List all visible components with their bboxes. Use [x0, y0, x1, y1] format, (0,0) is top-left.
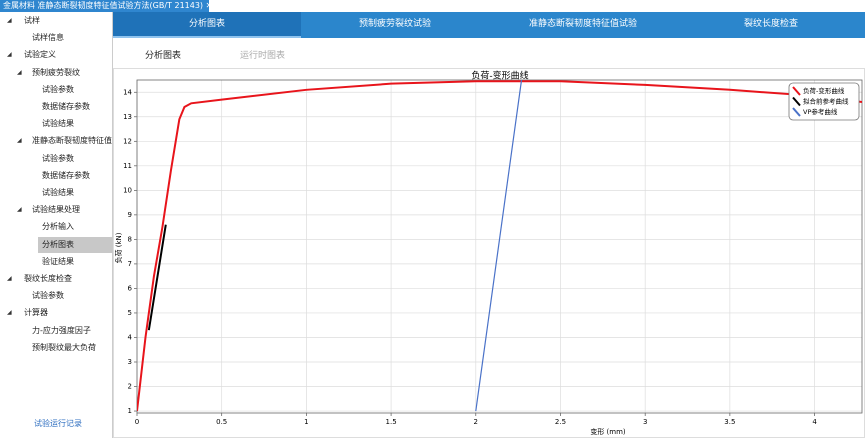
tree-item[interactable]: 预制裂纹最大负荷 — [32, 342, 96, 352]
y-tick-label: 4 — [128, 333, 133, 341]
x-tick-label: 4 — [812, 418, 817, 426]
y-tick-label: 12 — [123, 137, 132, 145]
tree-item[interactable]: 数据储存参数 — [42, 102, 90, 111]
subtab[interactable]: 运行时图表 — [240, 51, 286, 61]
y-tick-label: 1 — [128, 407, 132, 415]
tab[interactable]: 分析图表 — [113, 12, 301, 38]
x-tick-label: 2 — [474, 418, 478, 426]
y-tick-label: 3 — [128, 358, 132, 366]
chart-frame — [113, 68, 865, 438]
y-tick-label: 8 — [128, 235, 132, 243]
expand-icon[interactable]: ◢ — [7, 51, 12, 59]
legend-label: VP参考曲线 — [803, 107, 838, 116]
x-tick-label: 0.5 — [216, 418, 227, 426]
legend-label: 拟合前参考曲线 — [803, 97, 849, 106]
y-tick-label: 10 — [123, 186, 132, 194]
tree-item[interactable]: 试验结果 — [42, 188, 74, 197]
y-tick-label: 13 — [123, 113, 132, 121]
tree-item[interactable]: 试验定义 — [24, 50, 56, 60]
expand-icon[interactable]: ◢ — [7, 275, 12, 282]
y-tick-label: 14 — [123, 88, 132, 96]
tree-item[interactable]: 裂纹长度检查 — [24, 274, 72, 283]
series-line — [147, 224, 167, 331]
x-axis-label: 变形 (mm) — [590, 427, 626, 436]
legend-swatch — [792, 107, 801, 117]
legend-label: 负荷-变形曲线 — [803, 86, 845, 95]
legend-box — [788, 82, 860, 121]
series-line — [137, 80, 862, 412]
y-tick-label: 2 — [128, 383, 132, 391]
series-line — [475, 79, 523, 412]
expand-icon[interactable]: ◢ — [17, 206, 22, 214]
tree-item[interactable]: 分析输入 — [42, 222, 74, 232]
tab-bar: 分析图表 预制疲劳裂纹试验 准静态断裂韧度特征值试验 裂纹长度检查 — [113, 12, 865, 38]
chart-title: 负荷-变形曲线 — [471, 70, 528, 82]
subtab[interactable]: 分析图表 — [145, 51, 182, 61]
tree-item[interactable]: 分析图表 — [38, 236, 116, 253]
tree-item[interactable]: 计算器 — [24, 308, 48, 318]
y-tick-label: 7 — [128, 260, 132, 268]
tree-item[interactable]: 数据储存参数 — [42, 170, 90, 180]
y-tick-label: 5 — [128, 309, 132, 317]
y-axis-label: 负荷 (kN) — [114, 232, 123, 263]
tree-item[interactable]: 准静态断裂韧度特征值 — [32, 136, 112, 146]
x-tick-label: 2.5 — [555, 418, 566, 426]
chart: 负荷-变形曲线 变形 (mm) 负荷 (kN) 1234567891011121… — [113, 68, 865, 438]
window-tab[interactable]: 金属材料 准静态断裂韧度特征值试验方法(GB/T 21143) ✕ — [0, 0, 212, 12]
window-tab-title: 金属材料 准静态断裂韧度特征值试验方法(GB/T 21143) — [3, 1, 204, 10]
tree-item[interactable]: 试验参数 — [42, 153, 74, 163]
tab[interactable]: 裂纹长度检查 — [743, 19, 798, 29]
legend-swatch — [792, 86, 801, 96]
tree-item[interactable]: 试验结果 — [42, 119, 74, 129]
x-tick-label: 3 — [643, 418, 647, 426]
expand-icon[interactable]: ◢ — [7, 309, 12, 317]
tree-item[interactable]: 试验参数 — [32, 291, 64, 301]
x-tick-label: 3.5 — [724, 418, 735, 426]
x-tick-label: 1.5 — [386, 418, 397, 426]
tree-item[interactable]: 试样信息 — [32, 33, 64, 43]
plot-border — [136, 79, 863, 414]
x-tick-label: 0 — [135, 418, 139, 426]
footer-link[interactable]: 试验运行记录 — [34, 419, 82, 428]
expand-icon[interactable]: ◢ — [17, 68, 22, 76]
tree-item[interactable]: 验证结果 — [42, 256, 74, 266]
tree-item[interactable]: 力-应力强度因子 — [32, 325, 91, 335]
x-tick-label: 1 — [304, 418, 308, 426]
tab[interactable]: 预制疲劳裂纹试验 — [358, 19, 431, 29]
y-tick-label: 9 — [128, 211, 132, 219]
y-tick-label: 6 — [128, 284, 133, 292]
expand-icon[interactable]: ◢ — [7, 17, 12, 24]
legend-swatch — [792, 96, 801, 107]
tree-item[interactable]: 试验结果处理 — [32, 205, 80, 215]
y-tick-label: 11 — [123, 162, 132, 170]
sidebar: ◢ 试样 试样信息 ◢ 试验定义 ◢ 预制疲劳裂纹 试验参数 数据储存参数 试验结果 ◢ 准静态断裂韧… — [0, 12, 116, 438]
tree-item[interactable]: 试验参数 — [42, 84, 74, 94]
tree-item[interactable]: 预制疲劳裂纹 — [32, 67, 80, 77]
tree-item[interactable]: 试样 — [24, 16, 40, 25]
close-icon[interactable]: ✕ — [205, 1, 213, 10]
tab[interactable]: 准静态断裂韧度特征值试验 — [528, 19, 637, 29]
expand-icon[interactable]: ◢ — [17, 137, 22, 145]
